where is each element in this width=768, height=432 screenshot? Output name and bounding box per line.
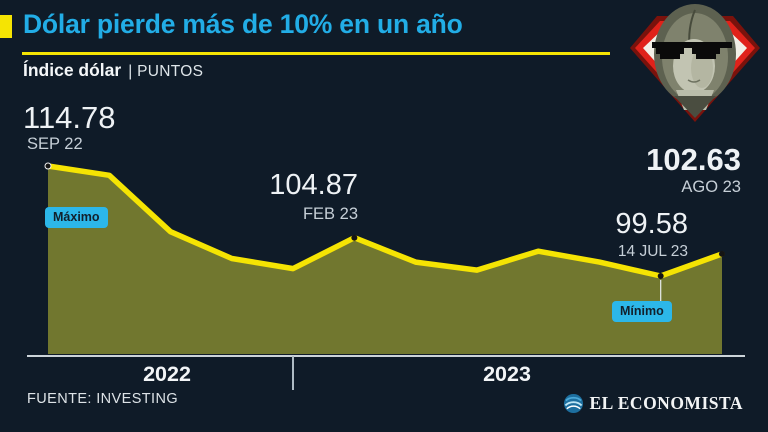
- feb-date-label: FEB 23: [302, 205, 358, 223]
- headline-accent-square: [0, 15, 12, 38]
- minimo-badge: Mínimo: [612, 301, 672, 322]
- headline-underline: [22, 52, 610, 55]
- globe-icon: [563, 393, 583, 414]
- data-point-marker: [718, 250, 725, 257]
- data-point-marker: [351, 234, 358, 241]
- units-label: | PUNTOS: [128, 63, 204, 80]
- data-point-marker: [44, 162, 52, 170]
- x-axis-year-2022: 2022: [143, 362, 191, 386]
- chart-subtitle: Índice dólar | PUNTOS: [23, 60, 203, 81]
- brand-logo: EL ECONOMISTA: [563, 393, 744, 414]
- min-value-label: 99.58: [615, 208, 688, 240]
- latest-date-label: AGO 23: [681, 178, 741, 196]
- trend-line: [45, 163, 725, 279]
- mascot-graphic: [630, 4, 760, 122]
- min-date-label: 14 JUL 23: [617, 243, 688, 260]
- latest-value-label: 102.63: [646, 142, 741, 177]
- data-point-marker: [657, 272, 664, 279]
- area-fill: [48, 166, 722, 354]
- mascot-portrait: [654, 4, 736, 118]
- feb-value-label: 104.87: [269, 169, 358, 201]
- maximo-badge: Máximo: [45, 207, 108, 228]
- sunglasses-icon: [652, 42, 732, 59]
- max-date-label: SEP 22: [27, 135, 83, 153]
- source-credit: FUENTE: INVESTING: [27, 391, 179, 407]
- max-value-label: 114.78: [23, 100, 116, 135]
- x-axis-year-2023: 2023: [483, 362, 531, 386]
- brand-name: EL ECONOMISTA: [589, 393, 743, 413]
- index-name: Índice dólar: [23, 60, 122, 80]
- page-title: Dólar pierde más de 10% en un año: [23, 9, 463, 39]
